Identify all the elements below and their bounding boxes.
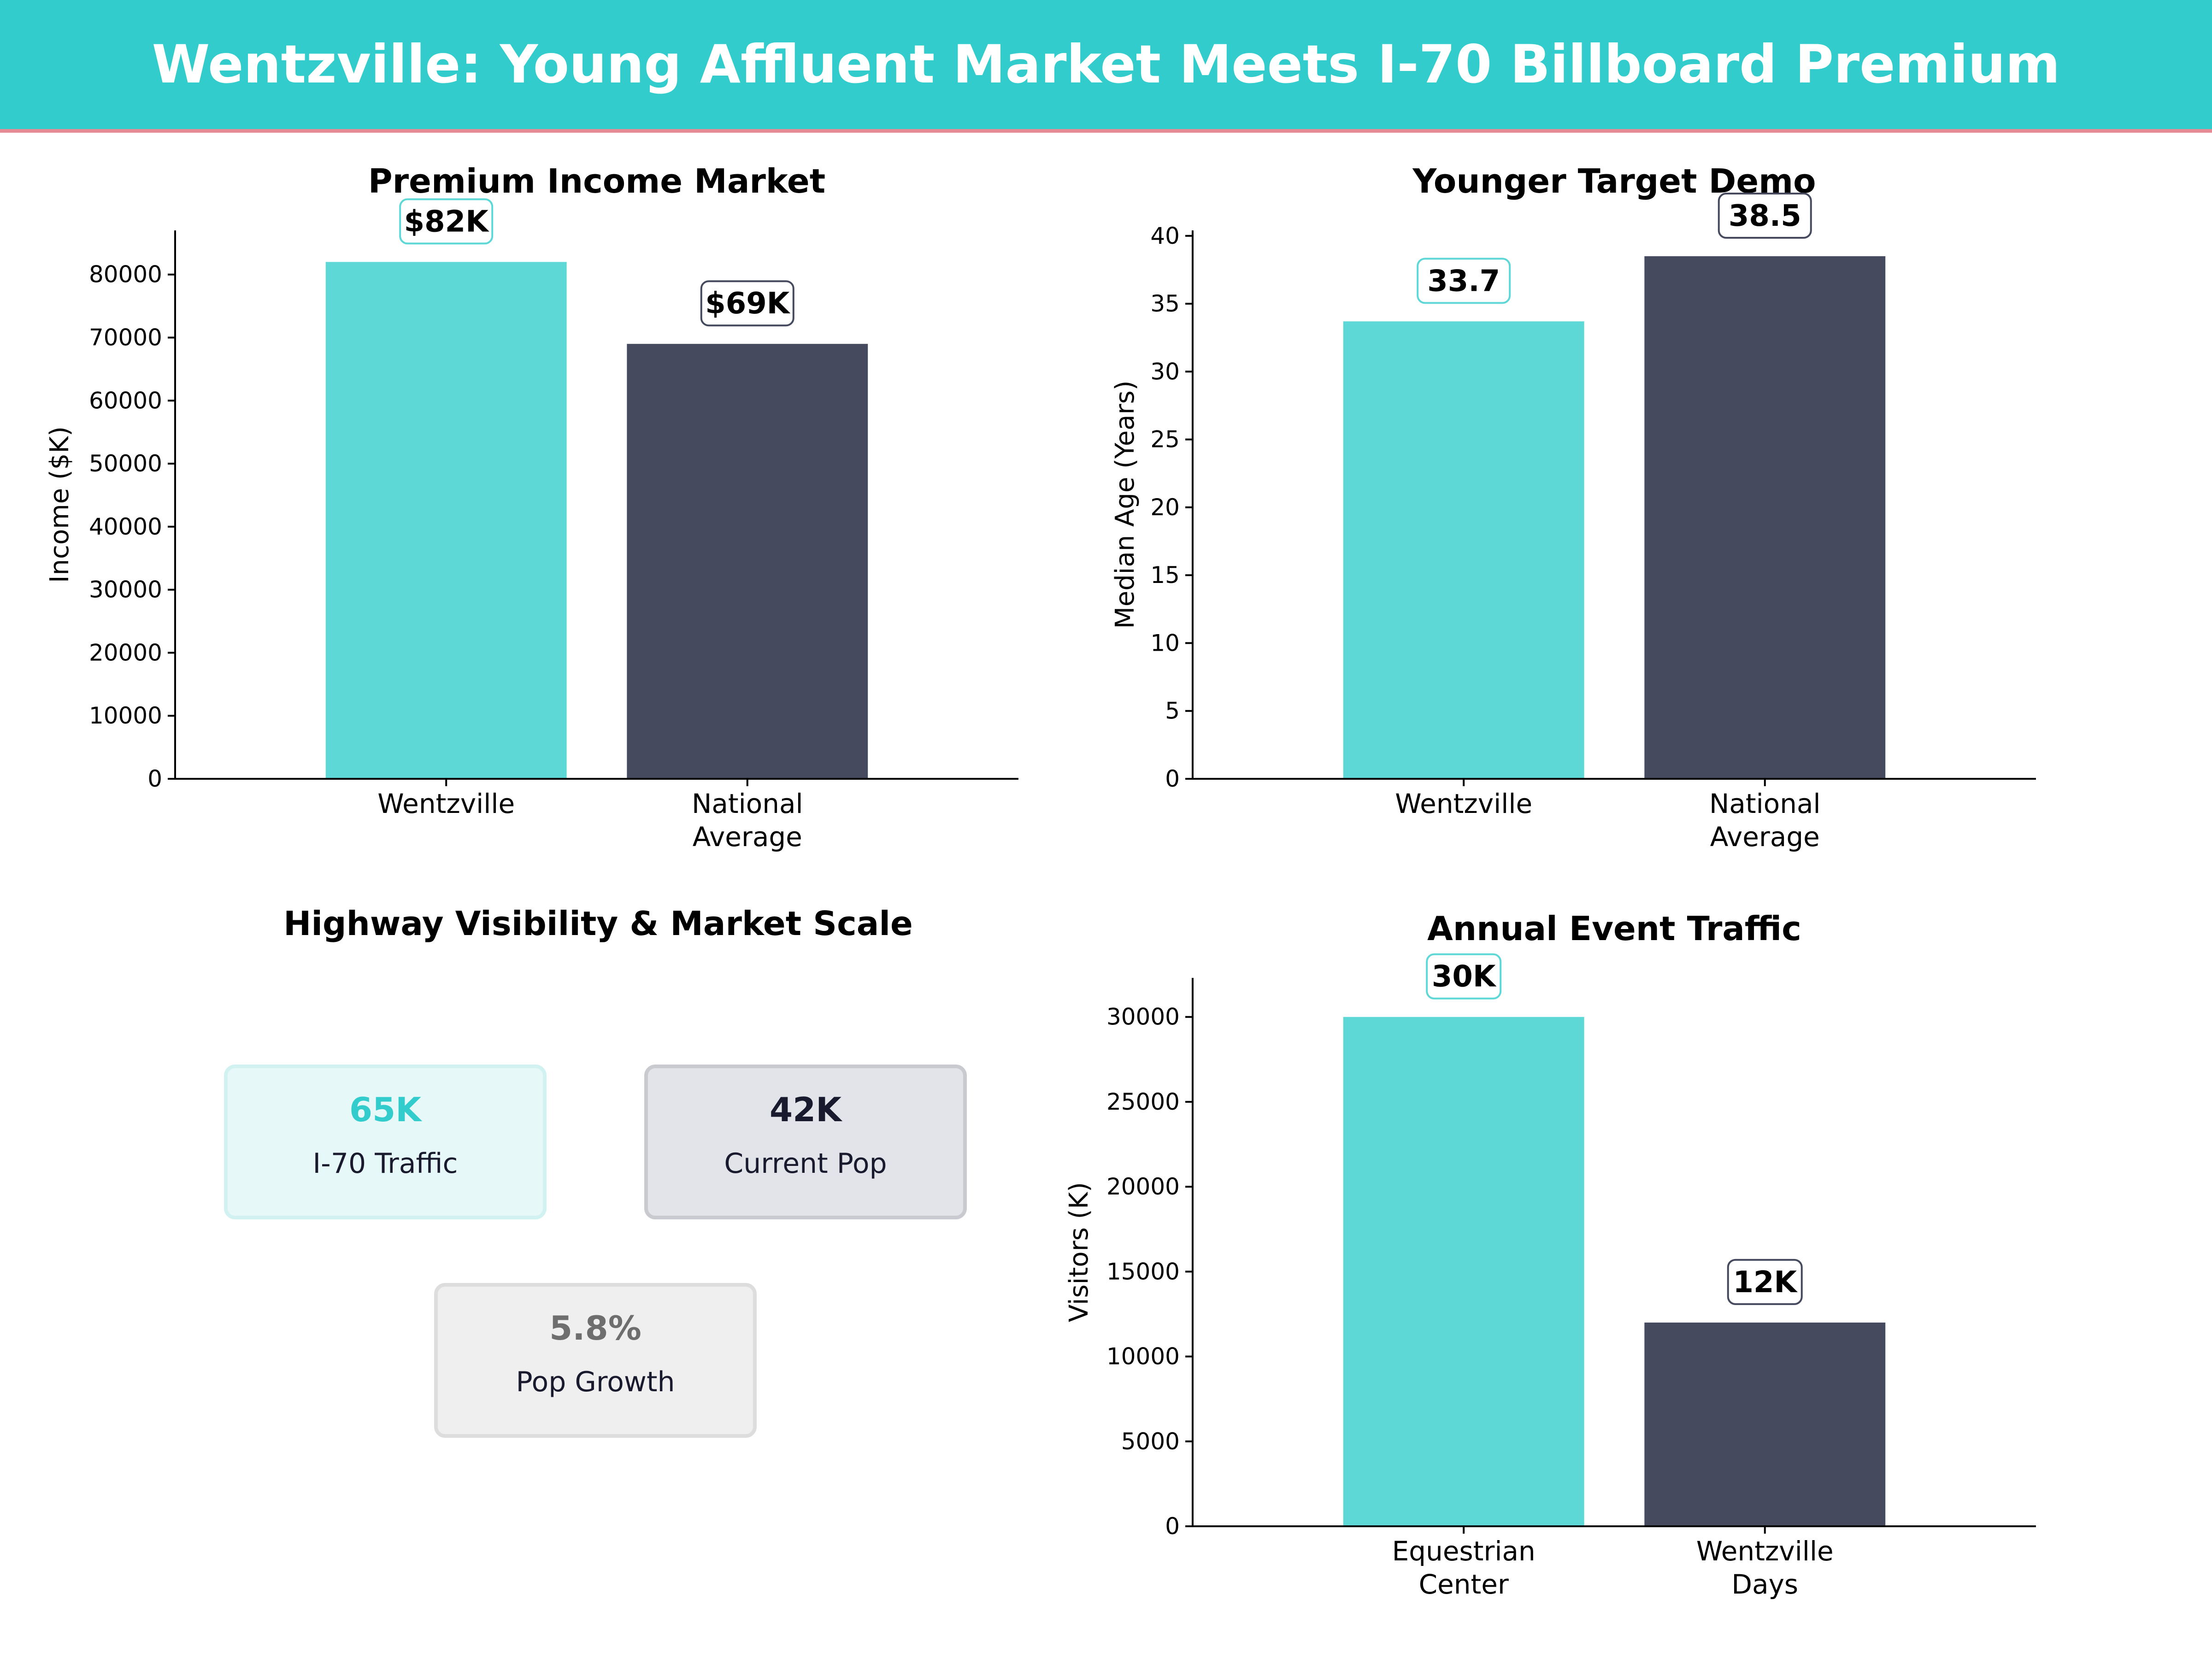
data-label: 12K: [1733, 1265, 1798, 1300]
y-tick-label: 70000: [89, 324, 162, 351]
y-tick-label: 30000: [89, 577, 162, 603]
data-label-box: [1426, 953, 1502, 1000]
x-tick-label: Wentzville: [377, 788, 515, 819]
bar-1: [1644, 1322, 1886, 1526]
y-tick-label: 40: [1150, 223, 1180, 249]
y-tick-label: 30: [1150, 358, 1180, 385]
data-label: 38.5: [1729, 199, 1801, 233]
y-tick-label: 50000: [89, 450, 162, 477]
data-label: 30K: [1432, 960, 1497, 994]
y-tick-label: 40000: [89, 513, 162, 540]
page-title: Wentzville: Young Affluent Market Meets …: [152, 34, 2060, 95]
x-tick-label: Equestrian Center: [1392, 1535, 1535, 1600]
bar-1: [1644, 256, 1886, 779]
data-label-box: [700, 280, 794, 327]
y-tick-label: 0: [1165, 765, 1180, 792]
x-tick-label: National Average: [692, 788, 803, 853]
bar-0: [1343, 321, 1584, 779]
x-tick-label: Wentzville Days: [1696, 1535, 1834, 1600]
data-label: $82K: [404, 205, 490, 239]
y-tick-label: 20000: [1106, 1173, 1180, 1200]
y-tick-label: 25: [1150, 426, 1180, 453]
data-label: 33.7: [1427, 264, 1500, 298]
y-tick-label: 20: [1150, 494, 1180, 521]
data-label-box: [1718, 192, 1812, 239]
chart-title: Annual Event Traffic: [1427, 909, 1801, 948]
y-tick-label: 10000: [1106, 1343, 1180, 1370]
data-label: $69K: [705, 287, 791, 321]
y-axis-label: Median Age (Years): [1110, 380, 1140, 629]
y-tick-label: 5000: [1121, 1428, 1180, 1455]
y-axis-label: Visitors (K): [1064, 1182, 1094, 1322]
y-tick-label: 0: [1165, 1513, 1180, 1540]
y-tick-label: 30000: [1106, 1004, 1180, 1030]
bar-0: [325, 262, 567, 779]
y-tick-label: 5: [1165, 698, 1180, 724]
y-tick-label: 20000: [89, 639, 162, 666]
y-tick-label: 80000: [89, 261, 162, 288]
y-tick-label: 15: [1150, 562, 1180, 588]
y-tick-label: 15000: [1106, 1258, 1180, 1285]
data-label-box: [1417, 258, 1511, 304]
y-tick-label: 10000: [89, 702, 162, 729]
bar-0: [1343, 1017, 1584, 1526]
header-banner: Wentzville: Young Affluent Market Meets …: [0, 0, 2212, 133]
y-axis-label: Income ($K): [45, 426, 75, 583]
data-label-box: [1727, 1259, 1803, 1305]
y-tick-label: 10: [1150, 629, 1180, 656]
y-tick-label: 35: [1150, 290, 1180, 317]
x-tick-label: National Average: [1709, 788, 1821, 853]
chart-title: Premium Income Market: [368, 162, 825, 200]
y-tick-label: 0: [147, 765, 162, 792]
x-tick-label: Wentzville: [1395, 788, 1532, 819]
y-tick-label: 25000: [1106, 1088, 1180, 1115]
bar-1: [627, 344, 868, 779]
data-label-box: [399, 198, 494, 245]
y-tick-label: 60000: [89, 387, 162, 414]
